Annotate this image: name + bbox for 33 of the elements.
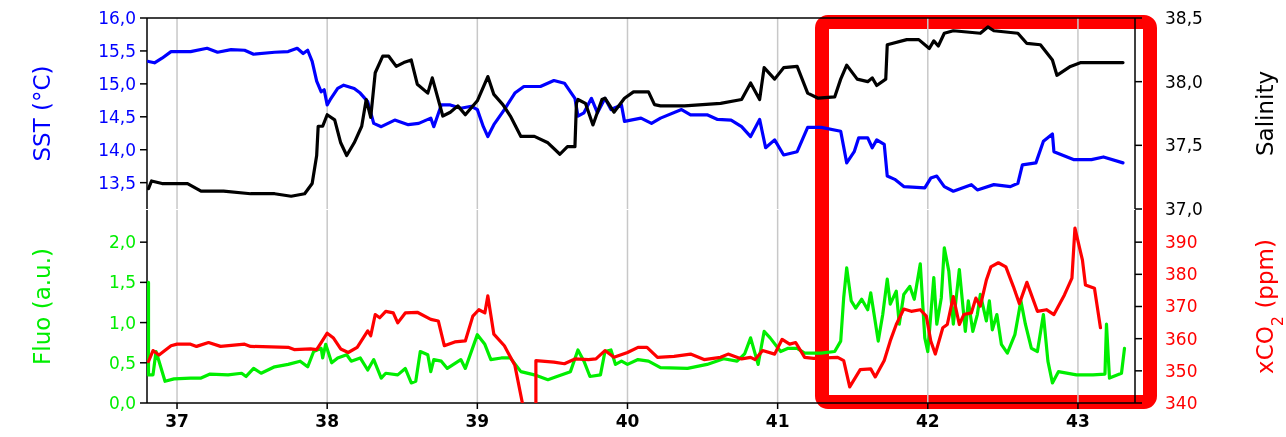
y-tick-label: 15,0 <box>98 73 136 94</box>
y-tick-label: 13,5 <box>98 172 136 193</box>
y2-tick-label: 360 <box>1165 328 1198 349</box>
y2-tick-label: 38,0 <box>1165 71 1203 92</box>
y-tick-label: 15,5 <box>98 40 136 61</box>
y2-tick-label: 350 <box>1165 360 1198 381</box>
y-axis-title: SST (°C) <box>29 65 55 162</box>
y-tick-label: 2,0 <box>108 232 136 253</box>
y2-tick-label: 38,5 <box>1165 7 1203 28</box>
y-tick-label: 16,0 <box>98 7 136 28</box>
x-tick-label: 40 <box>615 411 640 431</box>
y2-tick-label: 37,0 <box>1165 198 1203 219</box>
x-tick-label: 38 <box>315 411 340 431</box>
x-tick-label: 42 <box>915 411 940 431</box>
line-series <box>147 46 1125 193</box>
y-tick-label: 0,5 <box>108 352 136 373</box>
y2-tick-label: 370 <box>1165 296 1198 317</box>
y2-tick-label: 37,5 <box>1165 135 1203 156</box>
line-series <box>147 246 1127 385</box>
y-tick-label: 1,0 <box>108 312 136 333</box>
x-tick-label: 43 <box>1066 411 1090 431</box>
y-tick-label: 14,0 <box>98 139 136 160</box>
y2-axis-title: Salinity <box>1252 70 1278 157</box>
y2-tick-label: 340 <box>1165 392 1198 413</box>
y2-tick-label: 390 <box>1165 232 1198 253</box>
y-tick-label: 14,5 <box>98 106 136 127</box>
y-axis-title: Fluo (a.u.) <box>29 248 55 365</box>
x-tick-label: 37 <box>165 411 189 431</box>
x-tick-label: 39 <box>465 411 490 431</box>
y2-tick-label: 380 <box>1165 264 1198 285</box>
y-tick-label: 1,5 <box>108 272 136 293</box>
y-tick-label: 0,0 <box>108 392 136 413</box>
x-tick-label: 41 <box>765 411 790 431</box>
